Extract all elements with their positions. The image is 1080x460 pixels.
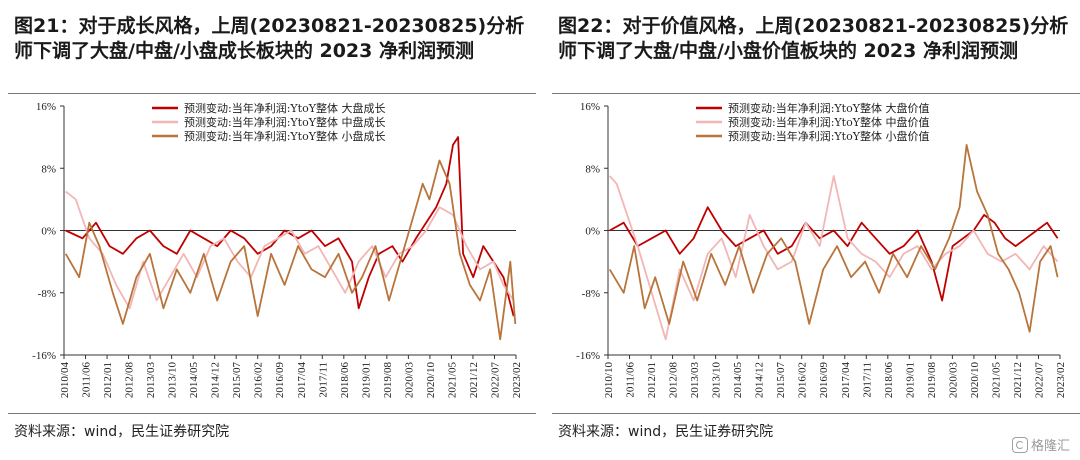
x-tick-label: 2013/10 <box>167 362 179 399</box>
x-tick-label: 2010/10 <box>603 362 615 399</box>
x-tick-label: 2022/07 <box>489 362 501 399</box>
x-tick-label: 2012/08 <box>668 362 680 399</box>
x-tick-label: 2014/05 <box>188 362 200 399</box>
x-tick-label: 2019/01 <box>360 362 372 398</box>
x-tick-label: 2019/08 <box>926 362 938 399</box>
y-tick-label: -16% <box>32 350 56 362</box>
x-tick-label: 2014/12 <box>754 362 766 398</box>
x-tick-label: 2011/06 <box>81 362 93 398</box>
x-tick-label: 2017/04 <box>840 362 852 399</box>
chart-source: 资料来源：wind，民生证券研究院 <box>558 424 774 440</box>
series-line <box>64 159 517 341</box>
x-tick-label: 2020/03 <box>403 362 415 399</box>
x-tick-label: 2013/03 <box>145 362 157 399</box>
x-tick-label: 2018/06 <box>883 362 895 399</box>
x-tick-label: 2013/03 <box>689 362 701 399</box>
x-tick-label: 2020/10 <box>969 362 981 399</box>
x-tick-label: 2016/09 <box>274 362 286 399</box>
legend-label: 预测变动:当年净利润:YtoY整体 中盘价值 <box>728 115 929 129</box>
y-tick-label: -16% <box>576 350 600 362</box>
x-tick-label: 2019/08 <box>382 362 394 399</box>
x-tick-label: 2016/09 <box>818 362 830 399</box>
x-tick-label: 2013/10 <box>711 362 723 399</box>
x-tick-label: 2010/04 <box>59 362 71 399</box>
legend-label: 预测变动:当年净利润:YtoY整体 大盘价值 <box>728 101 929 115</box>
x-tick-label: 2021/05 <box>990 362 1002 399</box>
x-tick-label: 2016/02 <box>797 362 809 398</box>
x-tick-label: 2020/03 <box>947 362 959 399</box>
x-tick-label: 2012/08 <box>124 362 136 399</box>
x-tick-label: 2017/04 <box>296 362 308 399</box>
x-tick-label: 2015/07 <box>231 362 243 399</box>
brand-logo-icon <box>1011 437 1028 453</box>
x-tick-label: 2021/05 <box>446 362 458 399</box>
divider-bottom <box>8 413 536 414</box>
x-tick-label: 2021/12 <box>468 362 480 398</box>
series-line <box>65 190 515 310</box>
chart-title: 图22：对于价值风格，上周(20230821-20230825)分析师下调了大盘… <box>558 15 1069 62</box>
watermark-text: 格隆汇 <box>1030 439 1070 454</box>
divider-bottom <box>552 413 1080 414</box>
y-tick-label: 0% <box>585 226 600 238</box>
x-tick-label: 2019/01 <box>904 362 916 398</box>
chart-title: 图21：对于成长风格，上周(20230821-20230825)分析师下调了大盘… <box>14 15 525 62</box>
x-tick-label: 2022/07 <box>1033 362 1045 399</box>
x-tick-label: 2011/06 <box>625 362 637 398</box>
chart-panel-right: 图22：对于价值风格，上周(20230821-20230825)分析师下调了大盘… <box>552 0 1080 460</box>
y-tick-label: 16% <box>580 101 600 113</box>
x-tick-label: 2012/01 <box>646 362 658 398</box>
x-tick-label: 2017/11 <box>317 362 329 398</box>
x-tick-label: 2023/02 <box>1055 362 1067 398</box>
y-tick-label: 8% <box>585 163 600 175</box>
legend-label: 预测变动:当年净利润:YtoY整体 小盘成长 <box>184 129 385 143</box>
chart-panel-left: 图21：对于成长风格，上周(20230821-20230825)分析师下调了大盘… <box>8 0 536 460</box>
x-tick-label: 2023/02 <box>511 362 523 398</box>
line-chart: 16% 8% 0% -8% -16%2010/04 2011/06 2012/01 2012/… <box>32 101 523 399</box>
watermark: 格隆汇 <box>1011 435 1070 454</box>
legend-label: 预测变动:当年净利润:YtoY整体 大盘成长 <box>184 101 385 115</box>
x-tick-label: 2018/06 <box>339 362 351 399</box>
chart-source: 资料来源：wind，民生证券研究院 <box>14 424 230 440</box>
x-tick-label: 2017/11 <box>861 362 873 398</box>
legend-label: 预测变动:当年净利润:YtoY整体 中盘成长 <box>184 115 385 129</box>
legend-label: 预测变动:当年净利润:YtoY整体 小盘价值 <box>728 129 929 143</box>
x-tick-label: 2014/05 <box>732 362 744 399</box>
y-tick-label: -8% <box>582 288 600 300</box>
x-tick-label: 2021/12 <box>1012 362 1024 398</box>
line-chart: 16% 8% 0% -8% -16%2010/10 2011/06 2012/01 2012/… <box>576 101 1067 399</box>
divider-top <box>8 93 536 94</box>
x-tick-label: 2016/02 <box>253 362 265 398</box>
x-tick-label: 2015/07 <box>775 362 787 399</box>
x-tick-label: 2020/10 <box>425 362 437 399</box>
divider-top <box>552 93 1080 94</box>
y-tick-label: 8% <box>41 163 56 175</box>
y-tick-label: 0% <box>41 226 56 238</box>
series-line <box>609 206 1059 302</box>
series-line <box>609 175 1059 341</box>
y-tick-label: 16% <box>36 101 56 113</box>
x-tick-label: 2014/12 <box>210 362 222 398</box>
x-tick-label: 2012/01 <box>102 362 114 398</box>
y-tick-label: -8% <box>38 288 56 300</box>
series-line <box>65 136 515 317</box>
series-line <box>608 144 1059 333</box>
